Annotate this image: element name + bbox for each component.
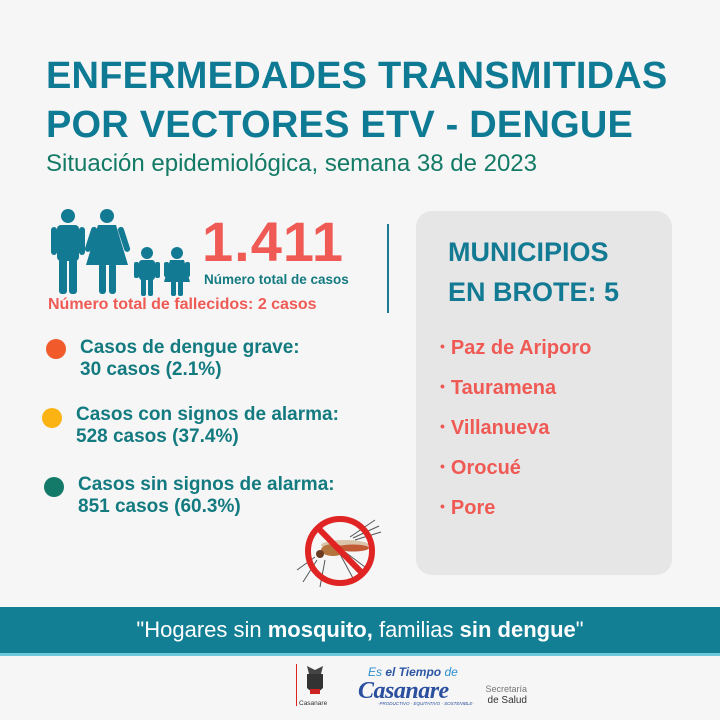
casanare-small-label: Casanare — [299, 700, 328, 707]
casanare-logo: Casanare — [358, 678, 449, 704]
bullet-icon: • — [440, 498, 445, 514]
outbreak-title-line-1: MUNICIPIOS — [448, 237, 609, 267]
municipality-item: • Paz de Ariporo — [440, 337, 591, 360]
municipality-item: • Villanueva — [440, 417, 549, 440]
secretaria-line-1: Secretaría — [485, 684, 527, 694]
severe-dot-icon — [46, 339, 66, 359]
no-warning-cases-value: 851 casos (60.3%) — [78, 496, 241, 517]
municipality-name: Paz de Ariporo — [450, 337, 592, 359]
slogan-banner: "Hogares sin mosquito, familias sin deng… — [0, 607, 720, 656]
severe-cases-value: 30 casos (2.1%) — [80, 359, 222, 380]
slogan-de: de — [441, 665, 458, 679]
vertical-divider — [387, 224, 389, 313]
outbreak-panel — [416, 211, 672, 575]
total-cases-number: 1.411 — [202, 210, 345, 273]
municipality-item: • Tauramena — [440, 377, 556, 400]
coat-of-arms-icon — [307, 666, 323, 694]
bullet-icon: • — [440, 418, 445, 434]
warning-cases-value: 528 casos (37.4%) — [76, 426, 239, 447]
secretaria-salud-logo: Secretaría de Salud — [485, 684, 527, 706]
municipality-item: • Orocué — [440, 457, 521, 480]
subtitle: Situación epidemiológica, semana 38 de 2… — [46, 150, 538, 177]
severe-cases: Casos de dengue grave: 30 casos (2.1%) — [80, 337, 300, 381]
bullet-icon: • — [440, 378, 445, 394]
bullet-icon: • — [440, 338, 445, 354]
secretaria-line-2: de Salud — [487, 695, 527, 706]
municipality-item: • Pore — [440, 497, 495, 520]
casanare-tagline: -PRODUCTIVO · EQUITATIVO · SOSTENIBLE- — [378, 701, 474, 706]
municipality-name: Villanueva — [450, 417, 550, 439]
bullet-icon: • — [440, 458, 445, 474]
no-warning-dot-icon — [44, 477, 64, 497]
banner-text: " — [575, 617, 584, 642]
warning-dot-icon — [42, 408, 62, 428]
slogan-es: Es — [368, 665, 386, 679]
municipality-name: Tauramena — [450, 377, 557, 399]
title-line-2: POR VECTORES ETV - DENGUE — [46, 104, 634, 146]
logo-divider — [296, 664, 297, 706]
no-mosquito-icon — [296, 516, 382, 588]
title-line-1: ENFERMEDADES TRANSMITIDAS — [46, 55, 668, 97]
family-icon — [51, 209, 190, 296]
severe-cases-label: Casos de dengue grave: — [80, 337, 300, 358]
municipality-name: Pore — [450, 497, 496, 519]
banner-text: "Hogares sin — [136, 617, 268, 642]
outbreak-title-line-2: EN BROTE: 5 — [448, 277, 620, 307]
warning-cases: Casos con signos de alarma: 528 casos (3… — [76, 404, 339, 448]
tiempo-slogan-top: Es el Tiempo de — [368, 665, 458, 679]
banner-bold: mosquito, — [267, 617, 373, 642]
no-warning-cases: Casos sin signos de alarma: 851 casos (6… — [78, 474, 335, 518]
total-deaths: Número total de fallecidos: 2 casos — [48, 296, 317, 313]
slogan-tiempo: el Tiempo — [385, 665, 442, 679]
banner-text: familias — [372, 617, 460, 642]
municipality-name: Orocué — [450, 457, 521, 479]
outbreak-title: MUNICIPIOS EN BROTE: 5 — [448, 232, 619, 312]
main-title: ENFERMEDADES TRANSMITIDAS POR VECTORES E… — [46, 52, 667, 150]
banner-bold: sin dengue — [459, 617, 576, 642]
total-cases-label: Número total de casos — [204, 272, 349, 287]
no-warning-cases-label: Casos sin signos de alarma: — [78, 474, 335, 495]
warning-cases-label: Casos con signos de alarma: — [76, 404, 339, 425]
